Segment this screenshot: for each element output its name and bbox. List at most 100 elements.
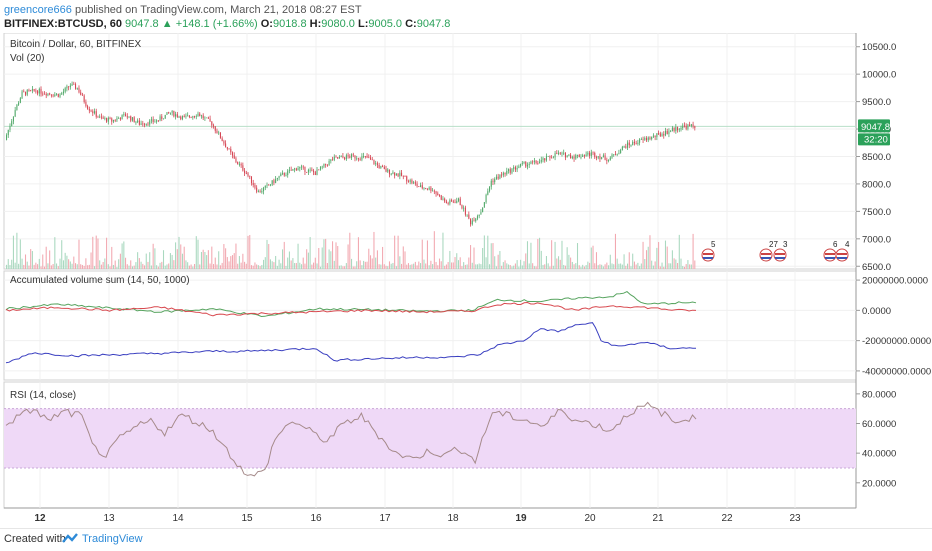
volume-bar (271, 261, 273, 269)
volume-bar (523, 261, 525, 269)
volume-bar (516, 260, 518, 269)
volume-bar (376, 250, 378, 269)
candle-body (21, 91, 23, 99)
tradingview-brand[interactable]: TradingView (82, 533, 143, 545)
candle-body (188, 115, 190, 118)
candle-body (213, 125, 215, 127)
volume-bar (647, 246, 649, 269)
candle-body (456, 201, 458, 203)
volume-bar (156, 265, 158, 269)
volume-bar (344, 266, 346, 269)
volume-bar (250, 265, 253, 269)
event-flag-stripe (761, 253, 771, 255)
volume-bar (416, 265, 418, 269)
candle-body (154, 121, 156, 123)
candle-body (542, 158, 544, 160)
volume-bar (397, 235, 399, 269)
volume-bar (73, 256, 75, 269)
candle-body (295, 168, 297, 171)
candle-body (357, 158, 359, 160)
volume-bar (628, 252, 630, 269)
volume-bar (611, 263, 613, 269)
candle-body (649, 137, 651, 140)
volume-bar (678, 234, 680, 269)
volume-bar (21, 258, 23, 269)
candle-body (559, 152, 561, 154)
candle-body (520, 163, 522, 167)
candle-body (14, 110, 16, 117)
candle-body (582, 155, 584, 157)
candle-body (97, 116, 99, 118)
candle-body (294, 168, 296, 170)
volume-bar (192, 266, 194, 269)
volume-bar (525, 253, 527, 269)
candle-body (306, 171, 308, 173)
candle-body (297, 168, 299, 171)
candle-body (230, 148, 232, 153)
candlesticks[interactable] (6, 81, 696, 227)
volume-bar (204, 252, 206, 269)
rsi-title: RSI (14, close) (10, 390, 76, 401)
volume-bar (359, 260, 361, 269)
volume-bar (409, 264, 411, 269)
candle-body (180, 116, 182, 120)
volume-bar (219, 265, 221, 269)
volume-bar (685, 264, 687, 269)
candle-body (219, 132, 221, 139)
candle-body (613, 154, 615, 156)
candle-body (271, 180, 273, 185)
volume-bar (23, 264, 25, 269)
volume-bar (33, 264, 35, 269)
candle-body (573, 156, 575, 159)
candle-body (159, 116, 161, 121)
volume-bar (413, 263, 415, 269)
volume-bar (566, 247, 568, 269)
volume-bar (539, 237, 541, 269)
candle-body (90, 110, 92, 112)
candle-body (247, 173, 249, 176)
candle-body (214, 126, 216, 131)
candle-body (7, 129, 9, 136)
chart-area[interactable]: 12 13 14 15 16 17 18 19 20 21 22 23 10500.0 10000.0 95… (0, 33, 932, 528)
volume-bar (687, 260, 689, 269)
volume-bar (106, 237, 108, 269)
volume-bar (677, 263, 679, 269)
candle-body (269, 184, 271, 186)
candle-body (209, 118, 211, 122)
volume-bar (592, 245, 594, 269)
time-tick-label: 13 (103, 513, 115, 524)
volume-bar (292, 258, 294, 269)
volume-bar (464, 264, 466, 269)
volume-bar (280, 263, 282, 269)
volume-bar (150, 265, 152, 269)
candle-body (578, 154, 580, 157)
candle-body (285, 175, 287, 176)
volume-bar (364, 261, 366, 269)
candle-body (663, 134, 665, 136)
candle-body (545, 156, 547, 161)
volume-bar (24, 254, 27, 269)
candle-body (580, 156, 582, 158)
volume-bar (211, 246, 213, 269)
volume-bar (356, 261, 358, 269)
footer: Created with TradingView (0, 528, 932, 551)
volume-bar (461, 266, 463, 269)
candle-body (216, 130, 218, 134)
author-link[interactable]: greencore666 (4, 4, 72, 16)
volume-bar (275, 255, 277, 269)
candle-body (16, 104, 18, 111)
candle-body (166, 112, 168, 115)
candle-body (673, 127, 675, 131)
candle-body (314, 172, 316, 176)
tradingview-logo-icon[interactable] (62, 532, 78, 546)
volume-bar (668, 263, 670, 269)
candle-body (495, 176, 497, 180)
candle-body (421, 185, 423, 189)
published-text: published on TradingView.com, March 21, … (74, 4, 362, 16)
candle-body (23, 91, 25, 93)
time-tick-label: 23 (789, 513, 801, 524)
price-tick-label: 10500.0 (862, 42, 896, 53)
volume-bar (85, 258, 87, 269)
price-pane-title: Bitcoin / Dollar, 60, BITFINEX (10, 39, 141, 50)
candle-body (319, 166, 322, 170)
